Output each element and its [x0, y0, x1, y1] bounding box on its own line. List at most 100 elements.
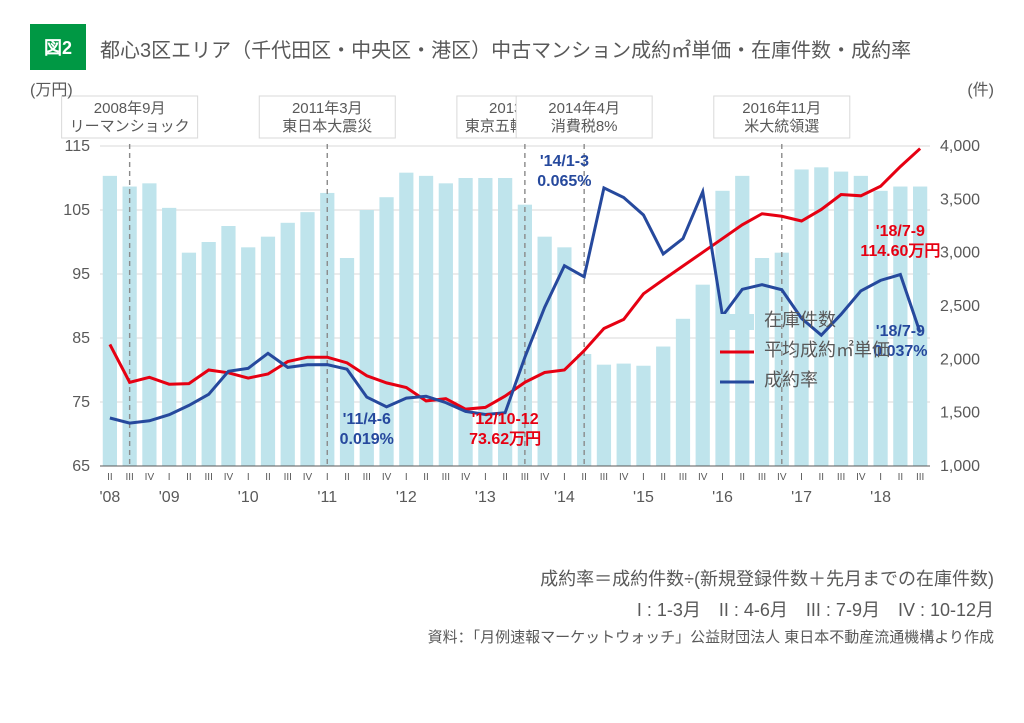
svg-text:'18/7-9: '18/7-9	[876, 323, 925, 340]
bar	[281, 223, 295, 466]
bar	[419, 176, 433, 466]
bar	[439, 183, 453, 466]
svg-text:III: III	[679, 472, 687, 483]
svg-text:III: III	[125, 472, 133, 483]
svg-text:'09: '09	[159, 489, 180, 506]
bar	[103, 176, 117, 466]
svg-text:I: I	[326, 472, 329, 483]
svg-text:2016年11月: 2016年11月	[742, 100, 821, 117]
svg-text:'14: '14	[554, 489, 575, 506]
svg-text:II: II	[819, 472, 825, 483]
svg-text:II: II	[107, 472, 113, 483]
bar	[656, 347, 670, 466]
figure-tag: 図2	[30, 24, 86, 70]
svg-text:'14/1-3: '14/1-3	[540, 153, 589, 170]
svg-text:IV: IV	[145, 472, 155, 483]
svg-text:'12/10-12: '12/10-12	[472, 411, 539, 428]
svg-text:III: III	[521, 472, 529, 483]
svg-text:II: II	[186, 472, 192, 483]
svg-text:95: 95	[72, 266, 90, 283]
svg-text:I: I	[879, 472, 882, 483]
svg-text:'13: '13	[475, 489, 496, 506]
bar	[854, 176, 868, 466]
bar	[755, 258, 769, 466]
legend-label: 成約率	[764, 370, 818, 390]
svg-text:114.60万円: 114.60万円	[860, 242, 940, 260]
svg-text:II: II	[660, 472, 666, 483]
bar	[399, 173, 413, 466]
bar	[182, 253, 196, 466]
svg-text:I: I	[247, 472, 250, 483]
svg-text:2,500: 2,500	[940, 298, 980, 315]
svg-text:I: I	[484, 472, 487, 483]
svg-text:3,000: 3,000	[940, 245, 980, 262]
svg-text:65: 65	[72, 458, 90, 475]
svg-text:I: I	[405, 472, 408, 483]
svg-text:'17: '17	[791, 489, 812, 506]
footer-line-0: 成約率＝成約件数÷(新規登録件数＋先月までの在庫件数)	[30, 564, 994, 595]
svg-text:III: III	[837, 472, 845, 483]
svg-text:IV: IV	[303, 472, 313, 483]
svg-text:I: I	[800, 472, 803, 483]
bar	[202, 242, 216, 466]
svg-text:'18: '18	[870, 489, 891, 506]
svg-text:I: I	[563, 472, 566, 483]
svg-text:'12: '12	[396, 489, 417, 506]
svg-text:IV: IV	[777, 472, 787, 483]
svg-text:リーマンショック: リーマンショック	[70, 118, 190, 135]
bar	[557, 247, 571, 466]
svg-text:I: I	[721, 472, 724, 483]
svg-text:III: III	[758, 472, 766, 483]
svg-text:IV: IV	[619, 472, 629, 483]
svg-text:IV: IV	[540, 472, 550, 483]
svg-text:4,000: 4,000	[940, 138, 980, 155]
svg-text:II: II	[265, 472, 271, 483]
svg-text:2,000: 2,000	[940, 351, 980, 368]
svg-text:1,000: 1,000	[940, 458, 980, 475]
svg-text:II: II	[502, 472, 508, 483]
svg-text:消費税8%: 消費税8%	[551, 118, 618, 135]
svg-text:1,500: 1,500	[940, 405, 980, 422]
chart-footer: 成約率＝成約件数÷(新規登録件数＋先月までの在庫件数) I : 1-3月 II …	[30, 564, 994, 651]
bar	[676, 319, 690, 466]
source-line: 資料：「月例速報マーケットウォッチ」公益財団法人 東日本不動産流通機構より作成	[30, 625, 994, 651]
svg-text:'11: '11	[317, 489, 337, 506]
svg-text:115: 115	[64, 138, 90, 155]
legend-label: 平均成約㎡単価	[764, 339, 890, 360]
svg-text:IV: IV	[698, 472, 708, 483]
svg-text:III: III	[363, 472, 371, 483]
svg-text:II: II	[898, 472, 904, 483]
svg-text:III: III	[442, 472, 450, 483]
chart-header: 図2 都心3区エリア（千代田区・中央区・港区）中古マンション成約㎡単価・在庫件数…	[30, 24, 994, 70]
svg-text:II: II	[581, 472, 587, 483]
svg-text:III: III	[600, 472, 608, 483]
svg-text:'11/4-6: '11/4-6	[343, 411, 391, 428]
bar	[458, 178, 472, 466]
svg-text:I: I	[642, 472, 645, 483]
right-axis-unit: (件)	[967, 76, 994, 100]
svg-text:IV: IV	[382, 472, 392, 483]
chart-page: 図2 都心3区エリア（千代田区・中央区・港区）中古マンション成約㎡単価・在庫件数…	[0, 0, 1024, 723]
svg-text:73.62万円: 73.62万円	[469, 430, 541, 448]
chart-svg: 657585951051151,0001,5002,0002,5003,0003…	[30, 76, 994, 556]
svg-text:2014年4月: 2014年4月	[548, 100, 620, 117]
bar	[261, 237, 275, 466]
bar	[300, 212, 314, 466]
svg-text:I: I	[168, 472, 171, 483]
bar	[142, 183, 156, 466]
bar	[221, 226, 235, 466]
svg-text:2008年9月: 2008年9月	[94, 100, 166, 117]
svg-text:'08: '08	[99, 489, 120, 506]
legend-label: 在庫件数	[764, 310, 836, 330]
svg-text:III: III	[916, 472, 924, 483]
chart-area: (万円) (件) 657585951051151,0001,5002,0002,…	[30, 76, 994, 556]
svg-text:東日本大震災: 東日本大震災	[282, 118, 372, 135]
svg-text:'10: '10	[238, 489, 259, 506]
svg-text:IV: IV	[856, 472, 866, 483]
svg-text:75: 75	[72, 394, 90, 411]
svg-text:III: III	[205, 472, 213, 483]
bar	[241, 247, 255, 466]
svg-text:105: 105	[63, 202, 90, 219]
bar	[162, 208, 176, 466]
svg-text:3,500: 3,500	[940, 191, 980, 208]
